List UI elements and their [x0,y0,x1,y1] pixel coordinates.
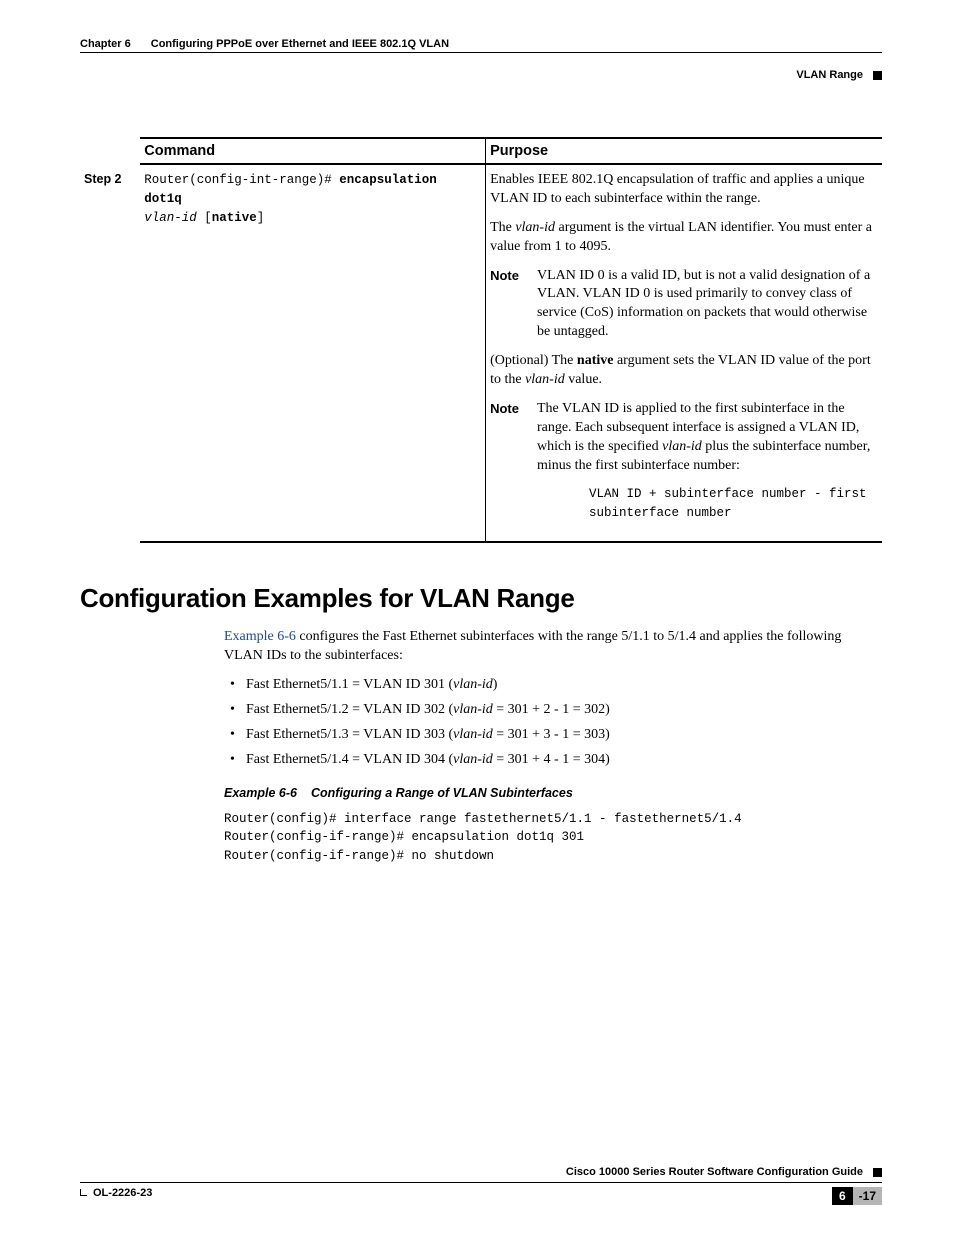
header-purpose: Purpose [486,138,882,164]
footer-rule [80,1182,882,1183]
tick-icon [80,1189,87,1196]
chapter-title: Configuring PPPoE over Ethernet and IEEE… [151,38,449,50]
table-header-row: Command Purpose [80,138,882,164]
footer-chip-icon [873,1168,882,1177]
section-chip-icon [873,71,882,80]
example-caption: Example 6-6 Configuring a Range of VLAN S… [224,786,882,800]
cmd-arg: vlan-id [144,211,197,225]
note-1-body: VLAN ID 0 is a valid ID, but is not a va… [537,267,874,343]
header-blank [80,138,140,164]
body-content: Example 6-6 configures the Fast Ethernet… [224,628,882,866]
cmd-native: native [212,211,257,225]
example-code-block: Router(config)# interface range fastethe… [224,810,882,866]
guide-title: Cisco 10000 Series Router Software Confi… [566,1166,863,1178]
intro-para: Example 6-6 configures the Fast Ethernet… [224,628,882,666]
cmd-prompt: Router(config-int-range)# [144,173,339,187]
chapter-number: Chapter 6 [80,38,131,50]
note-label-2: Note [490,400,519,523]
cmd-bracket-open: [ [197,211,212,225]
list-item: Fast Ethernet5/1.4 = VLAN ID 304 (vlan-i… [224,751,882,769]
vlan-bullet-list: Fast Ethernet5/1.1 = VLAN ID 301 (vlan-i… [224,676,882,770]
example-title: Configuring a Range of VLAN Subinterface… [311,786,573,800]
running-header: Chapter 6 Configuring PPPoE over Etherne… [80,38,882,53]
section-indicator: VLAN Range [80,69,882,81]
command-cell: Router(config-int-range)# encapsulation … [140,164,485,542]
list-item: Fast Ethernet5/1.3 = VLAN ID 303 (vlan-i… [224,726,882,744]
purpose-p3: (Optional) The native argument sets the … [490,352,874,390]
page-number: 6 -17 [832,1187,882,1205]
section-name: VLAN Range [796,69,863,81]
doc-id: OL-2226-23 [80,1187,152,1199]
command-text: Router(config-int-range)# encapsulation … [144,171,477,227]
cmd-bracket-close: ] [257,211,265,225]
command-table: Command Purpose Step 2 Router(config-int… [80,137,882,543]
page: Chapter 6 Configuring PPPoE over Etherne… [0,0,954,1235]
purpose-p2: The vlan-id argument is the virtual LAN … [490,219,874,257]
intro-rest: configures the Fast Ethernet subinterfac… [224,629,841,663]
purpose-cell: Enables IEEE 802.1Q encapsulation of tra… [486,164,882,542]
example-number: Example 6-6 [224,786,297,800]
note-1: Note VLAN ID 0 is a valid ID, but is not… [490,267,874,343]
list-item: Fast Ethernet5/1.1 = VLAN ID 301 (vlan-i… [224,676,882,694]
vlan-formula: VLAN ID + subinterface number - first su… [589,485,874,523]
note-2: Note The VLAN ID is applied to the first… [490,400,874,523]
page-chapter: 6 [832,1187,853,1205]
footer-title-line: Cisco 10000 Series Router Software Confi… [80,1166,882,1180]
note-2-body: The VLAN ID is applied to the first subi… [537,400,874,523]
header-command: Command [140,138,485,164]
h1-config-examples: Configuration Examples for VLAN Range [80,583,882,614]
step-label: Step 2 [80,164,140,542]
note-label: Note [490,267,519,343]
page-num: -17 [853,1187,882,1205]
list-item: Fast Ethernet5/1.2 = VLAN ID 302 (vlan-i… [224,701,882,719]
example-link[interactable]: Example 6-6 [224,629,296,644]
page-footer: Cisco 10000 Series Router Software Confi… [80,1166,882,1205]
footer-bottom: OL-2226-23 6 -17 [80,1187,882,1205]
table-row: Step 2 Router(config-int-range)# encapsu… [80,164,882,542]
purpose-p1: Enables IEEE 802.1Q encapsulation of tra… [490,171,874,209]
